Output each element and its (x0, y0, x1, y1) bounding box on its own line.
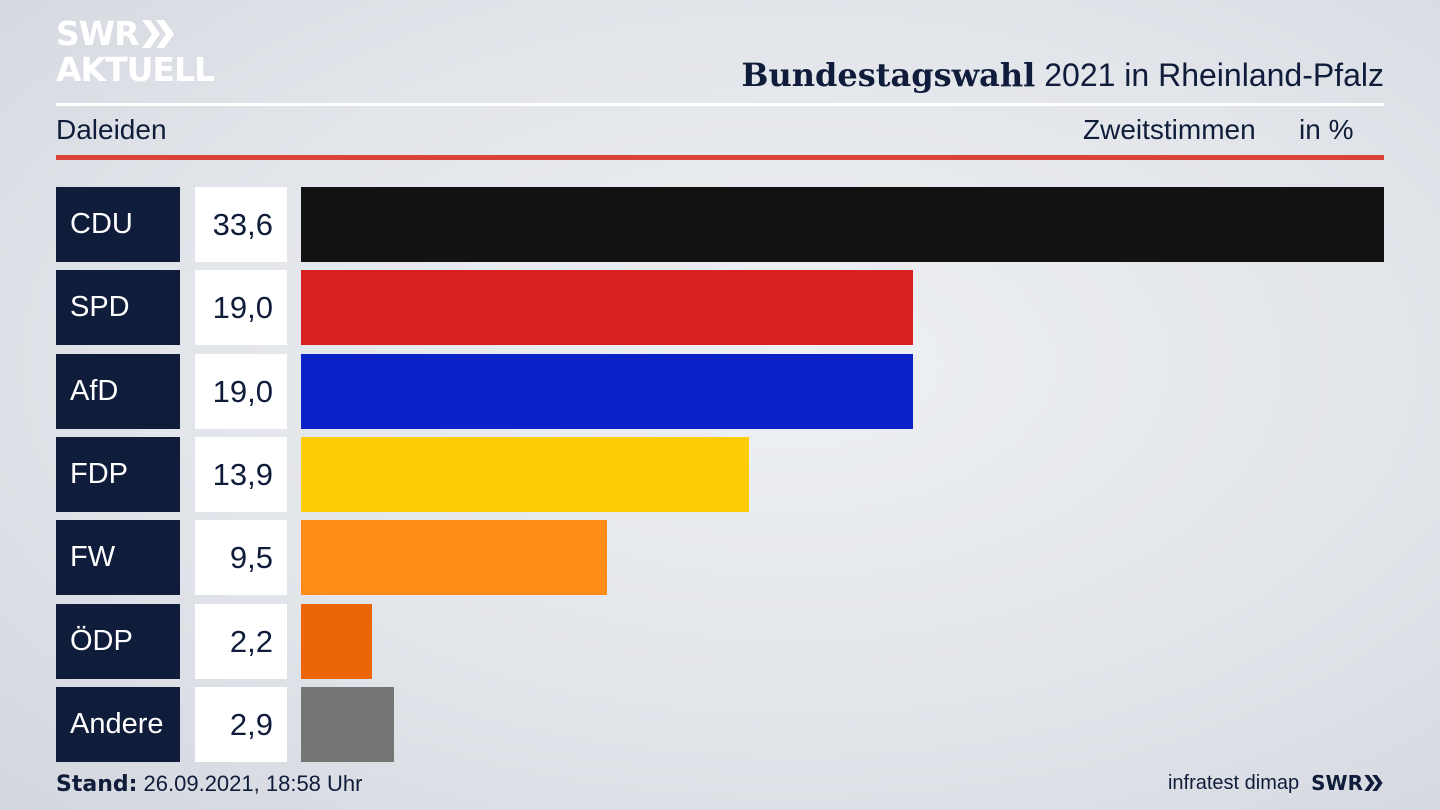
party-label: SPD (56, 270, 180, 345)
location-label: Daleiden (56, 114, 167, 145)
logo-line-aktuell: AKTUELL (56, 50, 215, 89)
value-label: 2,2 (195, 604, 287, 679)
bar (301, 520, 607, 595)
logo-line-swr: SWR (56, 14, 140, 53)
value-label: 9,5 (195, 520, 287, 595)
header-divider (56, 103, 1384, 106)
party-label: AfD (56, 354, 180, 429)
timestamp: Stand: 26.09.2021, 18:58 Uhr (56, 771, 362, 797)
party-label: CDU (56, 187, 180, 262)
stand-label: Stand: (56, 772, 138, 797)
swr-footer-text: SWR (1311, 771, 1363, 795)
party-label: Andere (56, 687, 180, 762)
bar-row: FDP 13,9 (0, 437, 1440, 512)
value-label: 2,9 (195, 687, 287, 762)
bar (301, 604, 372, 679)
bar (301, 187, 1384, 262)
accent-divider (56, 155, 1384, 160)
party-label: FW (56, 520, 180, 595)
bar (301, 354, 913, 429)
bar-row: CDU 33,6 (0, 187, 1440, 262)
bar-row: ÖDP 2,2 (0, 604, 1440, 679)
value-label: 33,6 (195, 187, 287, 262)
chevron-right-icon (142, 20, 174, 48)
bar-row: Andere 2,9 (0, 687, 1440, 762)
swr-aktuell-logo: SWR AKTUELL (56, 16, 226, 90)
value-label: 19,0 (195, 354, 287, 429)
footer-source: infratest dimap SWR (1168, 771, 1384, 795)
chevron-right-icon (1364, 775, 1383, 791)
measure-label: Zweitstimmen (1083, 114, 1256, 145)
bar-row: FW 9,5 (0, 520, 1440, 595)
value-label: 13,9 (195, 437, 287, 512)
value-label: 19,0 (195, 270, 287, 345)
chart-title: Bundestagswahl 2021 in Rheinland-Pfalz (741, 56, 1384, 94)
unit-label: in % (1299, 114, 1354, 145)
chart-title-rest: 2021 in Rheinland-Pfalz (1035, 57, 1384, 93)
bar (301, 687, 394, 762)
chart-title-bold: Bundestagswahl (741, 56, 1036, 94)
party-label: ÖDP (56, 604, 180, 679)
bar-row: AfD 19,0 (0, 354, 1440, 429)
source-label: infratest dimap (1167, 771, 1300, 794)
party-label: FDP (56, 437, 180, 512)
stand-value: 26.09.2021, 18:58 Uhr (137, 771, 363, 796)
swr-footer-logo: SWR (1311, 771, 1384, 795)
bar (301, 270, 913, 345)
bar (301, 437, 749, 512)
bar-row: SPD 19,0 (0, 270, 1440, 345)
